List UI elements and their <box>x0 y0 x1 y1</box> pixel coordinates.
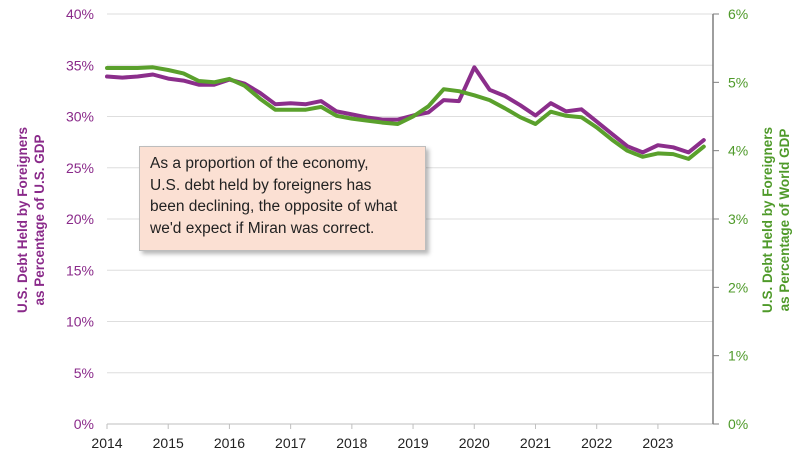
right-y-axis-title-line2: as Percentage of World GDP <box>777 129 792 312</box>
right-tick-label-0: 0% <box>728 416 748 432</box>
annotation-line-2: U.S. debt held by foreigners has <box>150 176 372 194</box>
series-lines <box>105 65 706 161</box>
x-tick-label-2021: 2021 <box>520 435 551 451</box>
left-tick-label-25: 25% <box>66 160 94 176</box>
right-y-axis <box>712 13 719 425</box>
left-tick-label-15: 15% <box>66 262 94 278</box>
x-tick-label-2015: 2015 <box>153 435 184 451</box>
annotation-line-3: been declining, the opposite of what <box>150 198 398 215</box>
left-tick-label-40: 40% <box>66 6 94 22</box>
left-tick-label-5: 5% <box>74 365 94 381</box>
series-us-gdp-line <box>105 65 706 155</box>
annotation-line-1: As a proportion of the economy, <box>150 155 369 172</box>
left-y-axis-ticks: 0% 5% 10% 15% 20% 25% 30% 35% 40% <box>66 6 94 432</box>
x-tick-label-2019: 2019 <box>397 435 428 451</box>
left-tick-label-0: 0% <box>74 416 94 432</box>
x-tick-label-2020: 2020 <box>459 435 490 451</box>
x-tick-label-2018: 2018 <box>336 435 367 451</box>
annotation-line-4: we'd expect if Miran was correct. <box>150 219 375 237</box>
x-axis-ticks: 2014 2015 2016 2017 2018 2019 2020 2021 2022 2023 <box>91 424 674 451</box>
right-tick-label-4: 4% <box>728 143 748 159</box>
x-tick-label-2016: 2016 <box>214 435 245 451</box>
left-tick-label-35: 35% <box>66 57 94 73</box>
right-tick-label-6: 6% <box>728 6 748 22</box>
right-tick-label-1: 1% <box>728 348 748 364</box>
left-y-axis-title-line1: U.S. Debt Held by Foreigners <box>15 127 30 313</box>
x-tick-label-2022: 2022 <box>581 435 612 451</box>
right-tick-label-3: 3% <box>728 211 748 227</box>
right-y-axis-ticks: 0% 1% 2% 3% 4% 5% 6% <box>728 6 748 432</box>
x-tick-label-2017: 2017 <box>275 435 306 451</box>
left-tick-label-10: 10% <box>66 314 94 330</box>
right-tick-label-2: 2% <box>728 279 748 295</box>
right-y-axis-title-line1: U.S. Debt Held by Foreigners <box>760 127 775 313</box>
left-tick-label-20: 20% <box>66 211 94 227</box>
x-tick-label-2014: 2014 <box>91 435 122 451</box>
left-tick-label-30: 30% <box>66 109 94 125</box>
series-world-gdp-line <box>105 65 706 161</box>
annotation-callout: As a proportion of the economy, U.S. deb… <box>139 146 426 251</box>
left-y-axis-title-line2: as Percentage of U.S. GDP <box>32 134 47 305</box>
x-tick-label-2023: 2023 <box>642 435 673 451</box>
right-tick-label-5: 5% <box>728 74 748 90</box>
